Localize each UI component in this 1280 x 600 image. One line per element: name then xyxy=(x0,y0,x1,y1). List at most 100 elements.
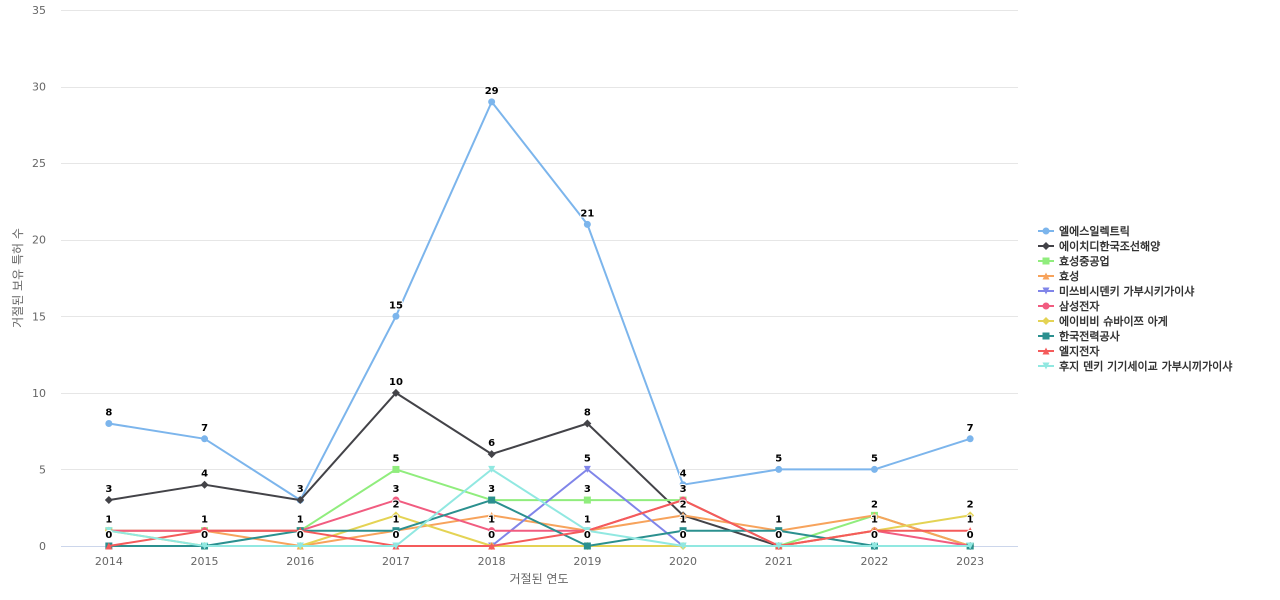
x-axis-ticks: 2014 2015 2016 2017 2018 2019 2020 2021 2022 2023 xyxy=(95,555,984,568)
data-point xyxy=(870,527,878,535)
x-tick-label: 2022 xyxy=(860,555,888,568)
y-tick-label: 15 xyxy=(32,310,46,323)
data-point xyxy=(679,481,687,489)
data-label: 0 xyxy=(297,530,304,541)
data-label: 1 xyxy=(201,515,208,526)
data-point xyxy=(391,388,400,397)
y-tick-label: 10 xyxy=(32,387,46,400)
legend-item[interactable]: 에이치디한국조선해양 xyxy=(1038,239,1160,253)
data-label: 0 xyxy=(584,530,591,541)
data-label: 3 xyxy=(680,484,687,495)
legend-symbol xyxy=(1042,332,1050,340)
legend-symbol xyxy=(1042,287,1050,295)
legend-label: 효성중공업 xyxy=(1059,254,1110,268)
data-label: 1 xyxy=(392,515,399,526)
data-label: 0 xyxy=(871,530,878,541)
data-label: 3 xyxy=(392,484,399,495)
data-label: 0 xyxy=(201,530,208,541)
data-label: 0 xyxy=(775,530,782,541)
data-label: 1 xyxy=(967,515,974,526)
data-label: 0 xyxy=(201,530,208,541)
data-label: 0 xyxy=(967,530,974,541)
data-point xyxy=(391,511,400,520)
data-label: 1 xyxy=(201,515,208,526)
data-label: 0 xyxy=(297,530,304,541)
series-line xyxy=(108,100,971,502)
data-label: 29 xyxy=(485,86,499,97)
data-point xyxy=(583,465,591,473)
data-point xyxy=(105,419,113,427)
data-point xyxy=(105,527,113,535)
data-label: 2 xyxy=(967,499,974,510)
data-label: 2 xyxy=(680,499,687,510)
data-label: 8 xyxy=(105,407,112,418)
series-group xyxy=(104,98,975,550)
series-line xyxy=(108,468,971,547)
data-label: 1 xyxy=(871,515,878,526)
data-label: 1 xyxy=(297,515,304,526)
legend-item[interactable]: 후지 덴키 기기세이교 가부시끼가이샤 xyxy=(1038,359,1232,373)
legend-item[interactable]: 에이비비 슈바이쯔 아게 xyxy=(1038,314,1168,328)
series-line xyxy=(108,468,971,547)
legend-item[interactable]: 효성 xyxy=(1038,269,1079,283)
data-label: 3 xyxy=(680,484,687,495)
data-label: 4 xyxy=(680,469,687,480)
data-point xyxy=(870,465,878,473)
legend-symbol xyxy=(1042,347,1050,355)
data-label: 3 xyxy=(680,484,687,495)
data-point xyxy=(104,496,113,505)
data-label: 0 xyxy=(488,530,495,541)
data-label: 0 xyxy=(967,530,974,541)
data-point xyxy=(870,542,878,550)
data-label: 15 xyxy=(389,300,403,311)
data-point xyxy=(583,527,591,535)
data-label: 6 xyxy=(488,438,495,449)
data-point xyxy=(679,496,687,504)
legend-item[interactable]: 엘지전자 xyxy=(1038,344,1100,358)
data-label: 1 xyxy=(297,515,304,526)
legend-item[interactable]: 한국전력공사 xyxy=(1038,329,1121,343)
data-label: 5 xyxy=(871,453,878,464)
x-tick-label: 2019 xyxy=(573,555,601,568)
data-label: 0 xyxy=(680,530,687,541)
data-label: 3 xyxy=(297,484,304,495)
y-tick-label: 5 xyxy=(39,463,46,476)
legend-symbol xyxy=(1042,362,1050,370)
y-axis-ticks: 0 5 10 15 20 25 30 35 xyxy=(32,4,46,553)
legend-symbol xyxy=(1042,317,1050,325)
legend-label: 후지 덴키 기기세이교 가부시끼가이샤 xyxy=(1059,359,1232,373)
data-label: 0 xyxy=(871,530,878,541)
legend-symbol xyxy=(1042,272,1050,280)
data-point xyxy=(488,98,496,106)
y-tick-label: 25 xyxy=(32,157,46,170)
legend-label: 에이치디한국조선해양 xyxy=(1059,239,1160,253)
data-point xyxy=(487,450,496,459)
y-tick-label: 35 xyxy=(32,4,46,17)
legend-item[interactable]: 효성중공업 xyxy=(1038,254,1110,268)
data-label: 3 xyxy=(488,484,495,495)
data-label: 1 xyxy=(584,515,591,526)
data-point xyxy=(679,511,687,519)
data-label: 5 xyxy=(584,453,591,464)
data-point xyxy=(966,435,974,443)
data-label: 0 xyxy=(584,530,591,541)
legend-item[interactable]: 삼성전자 xyxy=(1038,299,1100,313)
y-axis-title: 거절된 보유 특허 수 xyxy=(11,228,25,328)
data-point xyxy=(966,527,974,535)
series-line xyxy=(108,499,971,547)
x-tick-label: 2018 xyxy=(478,555,506,568)
data-label: 0 xyxy=(105,530,112,541)
data-point xyxy=(392,542,400,550)
x-tick-label: 2016 xyxy=(286,555,314,568)
legend-item[interactable]: 미쓰비시덴키 가부시키가이샤 xyxy=(1038,284,1194,298)
data-label: 5 xyxy=(775,453,782,464)
data-label: 1 xyxy=(775,515,782,526)
data-label: 21 xyxy=(580,208,594,219)
data-point xyxy=(201,527,209,535)
legend-item[interactable]: 엘에스일렉트릭 xyxy=(1038,224,1130,238)
data-point xyxy=(775,465,783,473)
data-label: 4 xyxy=(201,469,208,480)
